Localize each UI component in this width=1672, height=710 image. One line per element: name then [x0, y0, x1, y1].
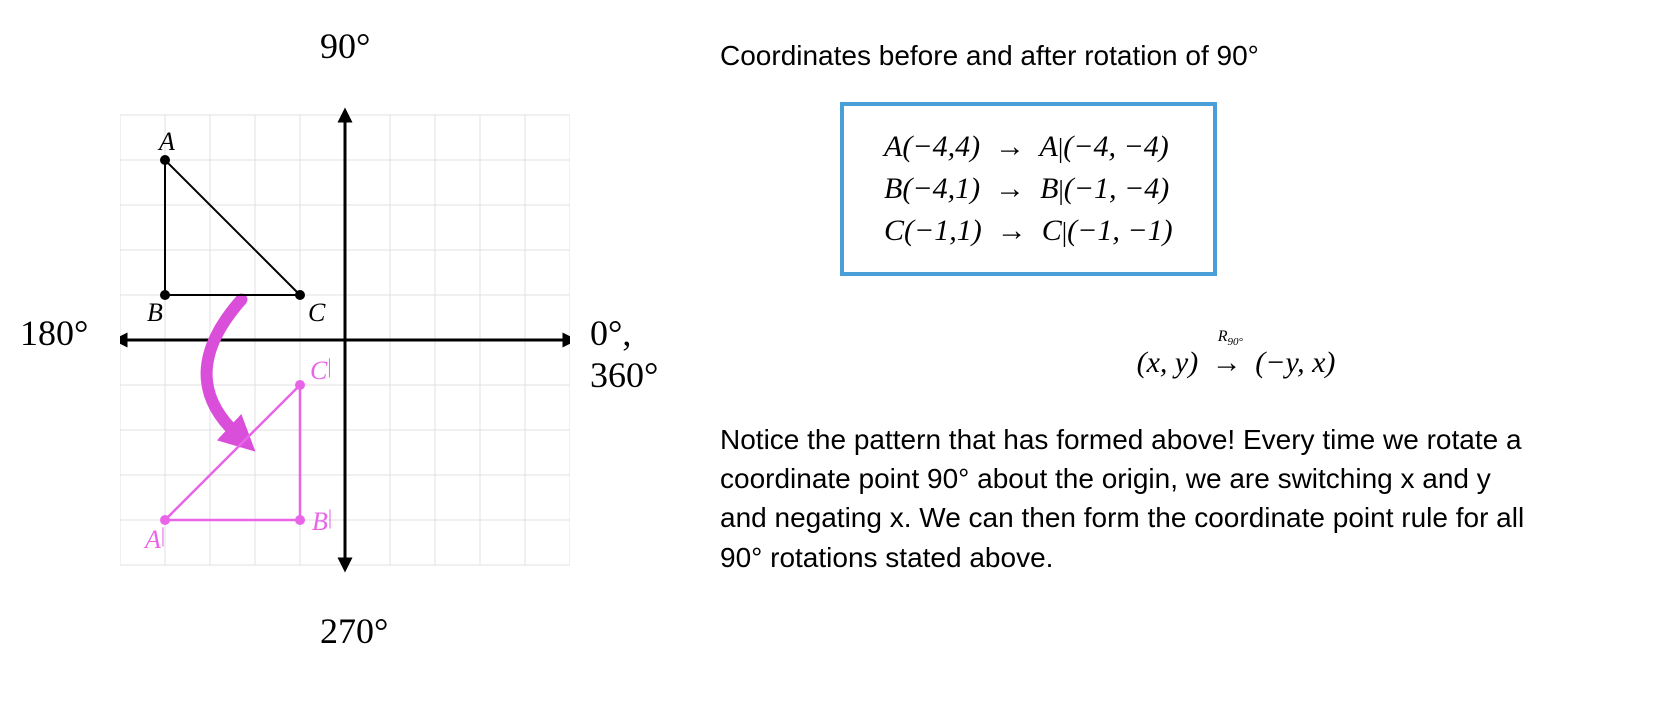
axis-label-left: 180°	[20, 312, 88, 354]
svg-text:B|: B|	[312, 505, 332, 536]
mapping-line: A(−4,4) → A|(−4, −4)	[884, 126, 1173, 168]
coordinate-plane: A B C A| B| C|	[120, 80, 570, 600]
svg-text:A|: A|	[143, 523, 165, 554]
rotation-rule: (x, y) R90° → (−y, x)	[820, 346, 1652, 380]
svg-text:C|: C|	[310, 354, 332, 385]
rule-lhs: (x, y)	[1137, 346, 1199, 379]
svg-text:B: B	[147, 298, 163, 327]
axis-label-bottom: 270°	[320, 610, 388, 652]
mappings-box: A(−4,4) → A|(−4, −4)B(−4,1) → B|(−1, −4)…	[840, 102, 1217, 276]
rule-arrow: R90° →	[1212, 346, 1242, 380]
text-panel: Coordinates before and after rotation of…	[680, 20, 1652, 690]
axis-label-right: 0°, 360°	[590, 312, 680, 396]
diagram-panel: 90° 0°, 360° 180° 270° A B C A| B| C|	[20, 20, 680, 690]
svg-text:C: C	[308, 298, 326, 327]
rule-rhs: (−y, x)	[1255, 346, 1335, 379]
mapping-line: C(−1,1) → C|(−1, −1)	[884, 210, 1173, 252]
description-text: Notice the pattern that has formed above…	[720, 420, 1540, 577]
graph-wrapper: 90° 0°, 360° 180° 270° ABCA|B|C|	[120, 80, 680, 600]
axis-label-top: 90°	[320, 25, 370, 67]
svg-text:A: A	[157, 127, 175, 156]
mapping-line: B(−4,1) → B|(−1, −4)	[884, 168, 1173, 210]
section-heading: Coordinates before and after rotation of…	[720, 40, 1652, 72]
rule-arrow-label: R90°	[1218, 328, 1243, 348]
